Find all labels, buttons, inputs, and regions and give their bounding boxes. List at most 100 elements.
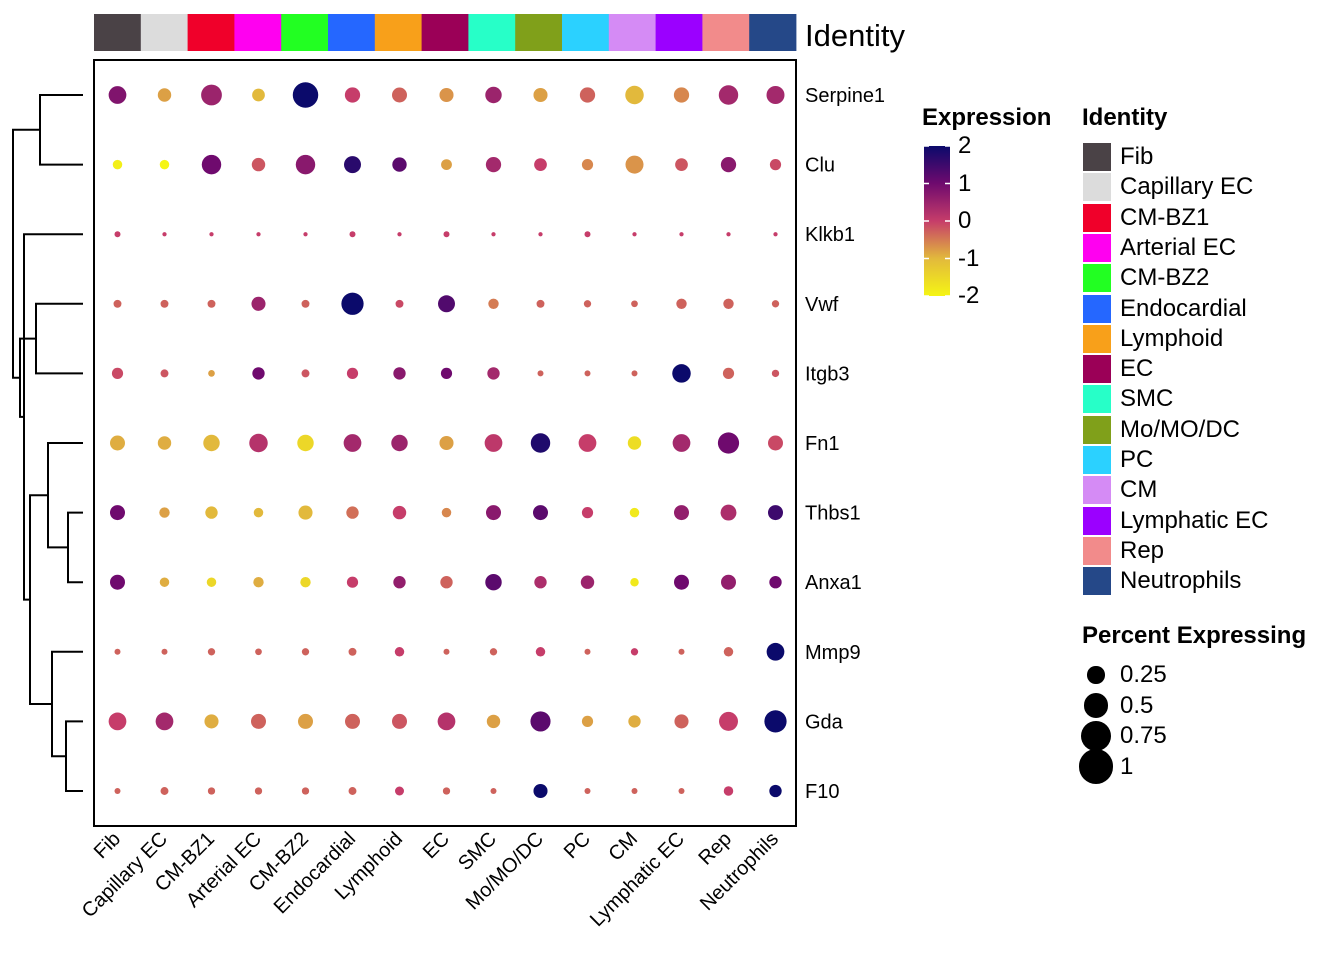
- identity-swatch: [1083, 203, 1111, 232]
- dot-thbs1-arterial-ec: [253, 507, 264, 518]
- dot-thbs1-cm-bz1: [205, 506, 218, 519]
- gene-label-clu: Clu: [805, 155, 835, 177]
- percent-legend-title: Percent Expressing: [1082, 622, 1307, 649]
- identity-label: Rep: [1120, 536, 1165, 564]
- dot-klkb1-mo-mo-dc: [538, 232, 543, 237]
- annotation-cell-arterial-ec: [234, 14, 282, 51]
- annotation-cell-ec: [421, 14, 469, 51]
- dot-mmp9-capillary-ec: [161, 648, 168, 655]
- dot-thbs1-lymphatic-ec: [674, 505, 689, 521]
- annotation-cell-lymphatic-ec: [655, 14, 703, 51]
- dot-itgb3-rep: [722, 367, 735, 380]
- identity-legend-item-arterial-ec: Arterial EC: [1083, 233, 1236, 263]
- dot-anxa1-neutrophils: [769, 576, 782, 589]
- dot-serpine1-fib: [108, 86, 127, 104]
- dot-serpine1-capillary-ec: [157, 88, 172, 102]
- identity-swatch: [1083, 143, 1111, 171]
- dot-f10-lymphatic-ec: [678, 788, 685, 794]
- dot-klkb1-cm: [632, 232, 637, 237]
- colorbar-label: -2: [958, 282, 980, 309]
- row-dendrogram: [12, 94, 83, 792]
- dot-clu-cm: [625, 155, 644, 174]
- dot-f10-rep: [723, 786, 734, 796]
- percent-legend-item: 1: [1078, 749, 1133, 784]
- dot-clu-lymphatic-ec: [675, 158, 688, 171]
- dot-thbs1-mo-mo-dc: [533, 505, 548, 521]
- annotation-cell-endocardial: [328, 14, 376, 51]
- dot-f10-neutrophils: [769, 784, 782, 798]
- annotation-cell-cm-bz1: [187, 14, 235, 51]
- gene-label-fn1: Fn1: [805, 433, 839, 455]
- dot-itgb3-arterial-ec: [252, 367, 265, 380]
- dend-gda-f10: [65, 720, 83, 792]
- identity-legend-item-neutrophils: Neutrophils: [1083, 566, 1241, 596]
- dot-clu-smc: [485, 156, 502, 173]
- dot-gda-endocardial: [345, 713, 360, 729]
- dot-f10-endocardial: [348, 787, 357, 795]
- dot-mmp9-rep: [723, 647, 734, 657]
- identity-legend-item-cm: CM: [1083, 475, 1157, 505]
- percent-legend-dot: [1081, 721, 1111, 751]
- dot-clu-mo-mo-dc: [534, 158, 547, 171]
- identity-legend-item-rep: Rep: [1083, 536, 1164, 566]
- identity-swatch: [1083, 264, 1111, 293]
- dot-anxa1-pc: [580, 575, 595, 589]
- percent-legend-dot: [1083, 693, 1109, 718]
- identity-legend-item-pc: PC: [1083, 445, 1153, 475]
- annotation-cell-neutrophils: [749, 14, 797, 51]
- annotation-cell-smc: [468, 14, 516, 51]
- identity-label: CM-BZ1: [1120, 203, 1210, 231]
- dot-fn1-smc: [484, 434, 503, 452]
- percent-legend-label: 0.75: [1120, 722, 1167, 749]
- dot-fn1-endocardial: [343, 434, 362, 452]
- x-label-cm: CM: [604, 828, 642, 866]
- identity-swatch: [1083, 385, 1111, 414]
- dot-clu-ec: [441, 159, 452, 171]
- dot-clu-lymphoid: [392, 157, 407, 172]
- dot-mmp9-mo-mo-dc: [535, 647, 546, 657]
- x-label-rep: Rep: [695, 828, 737, 870]
- dot-anxa1-cm: [630, 577, 639, 587]
- dot-gda-ec: [437, 712, 456, 731]
- annotation-cell-lymphoid: [374, 14, 422, 51]
- dot-itgb3-lymphatic-ec: [672, 364, 691, 383]
- dot-anxa1-ec: [440, 576, 453, 589]
- gene-label-mmp9: Mmp9: [805, 642, 861, 664]
- dot-fn1-mo-mo-dc: [530, 433, 551, 453]
- dot-thbs1-cm: [629, 507, 640, 518]
- dot-mmp9-arterial-ec: [255, 648, 262, 656]
- annotation-label: Identity: [805, 18, 905, 53]
- dot-f10-fib: [114, 788, 121, 794]
- dot-mmp9-pc: [584, 648, 591, 655]
- dot-mmp9-neutrophils: [766, 642, 785, 661]
- annotation-cell-cm: [608, 14, 656, 51]
- dend-serpine1-clu: [39, 94, 83, 166]
- dot-vwf-mo-mo-dc: [536, 299, 545, 308]
- percent-legend-dot: [1078, 749, 1114, 784]
- dot-fn1-arterial-ec: [249, 433, 268, 453]
- percent-legend-item: 0.5: [1078, 691, 1153, 721]
- dot-thbs1-ec: [441, 507, 452, 518]
- dot-klkb1-lymphoid: [397, 232, 402, 237]
- dot-serpine1-smc: [485, 86, 502, 104]
- dot-serpine1-cm-bz1: [201, 84, 222, 106]
- dot-serpine1-ec: [439, 87, 454, 103]
- colorbar-label: -1: [958, 244, 980, 272]
- identity-label: SMC: [1120, 385, 1174, 413]
- dot-vwf-rep: [723, 298, 734, 309]
- identity-swatch: [1083, 476, 1111, 505]
- identity-label: CM: [1120, 476, 1158, 504]
- dot-itgb3-neutrophils: [771, 369, 780, 378]
- dot-serpine1-rep: [718, 85, 739, 105]
- gene-label-serpine1: Serpine1: [805, 85, 885, 107]
- dot-fn1-ec: [439, 435, 454, 451]
- dot-vwf-cm: [631, 300, 638, 308]
- dot-klkb1-pc: [584, 231, 591, 238]
- dot-serpine1-cm-bz2: [292, 82, 319, 108]
- dot-mmp9-cm-bz2: [301, 648, 310, 656]
- dot-itgb3-pc: [584, 370, 591, 377]
- identity-label: Fib: [1120, 143, 1154, 170]
- dot-clu-neutrophils: [769, 158, 782, 171]
